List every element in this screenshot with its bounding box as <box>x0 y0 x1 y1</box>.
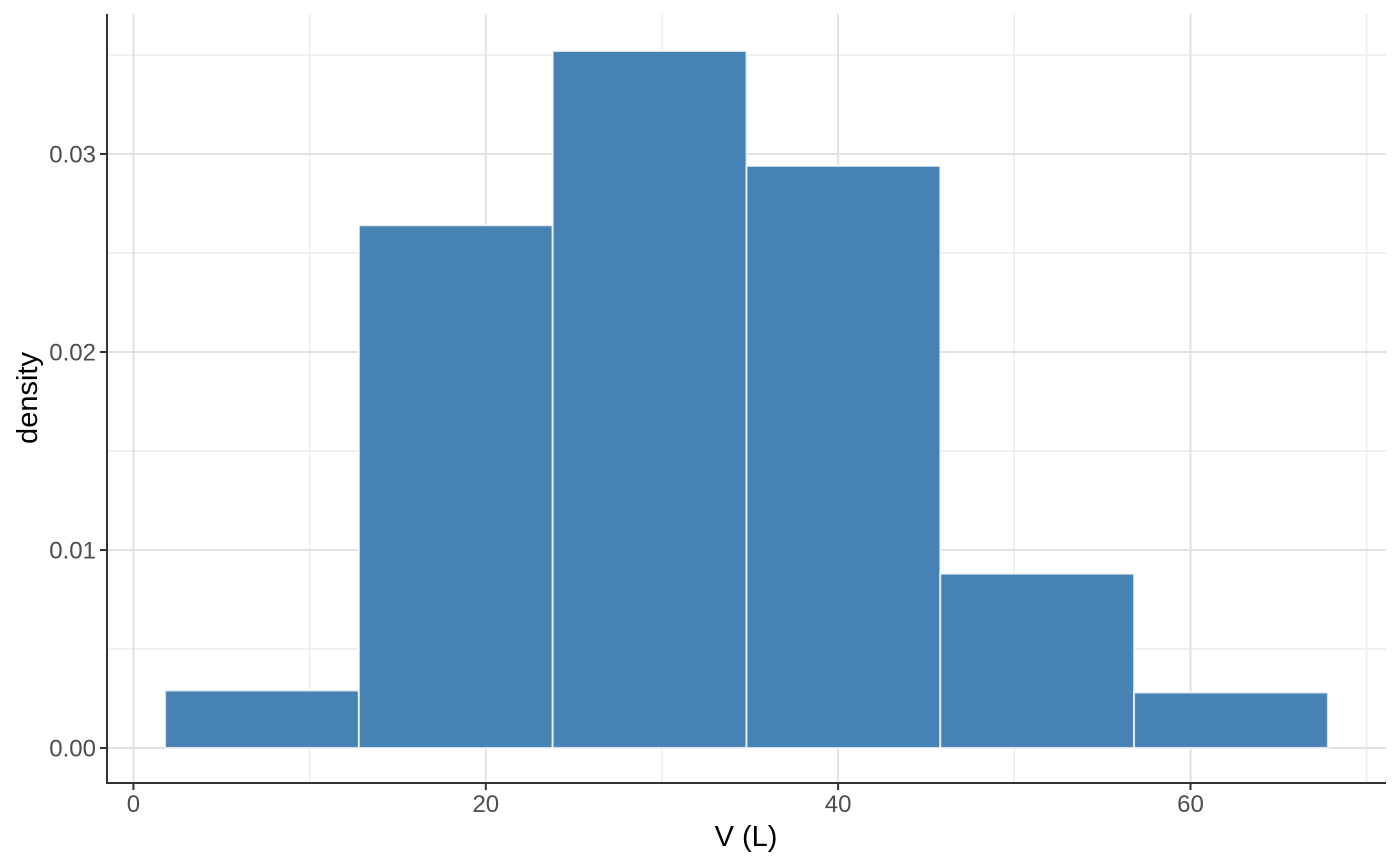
histogram-bar <box>551 50 748 749</box>
x-tick-label: 60 <box>1177 791 1204 818</box>
tick-marks <box>100 153 1192 790</box>
x-tick-label: 20 <box>472 791 499 818</box>
histogram-bar <box>939 572 1136 749</box>
histogram-bar <box>745 164 942 749</box>
histogram-bar <box>357 224 554 750</box>
histogram-bars <box>164 50 1329 750</box>
tick-labels: 0 20 40 60 0.00 0.01 0.02 0.03 <box>49 142 1204 819</box>
y-tick-label: 0.01 <box>49 538 96 565</box>
y-axis-title: density <box>12 352 44 444</box>
y-tick-label: 0.03 <box>49 142 96 169</box>
axis-lines <box>106 14 1386 784</box>
x-tick-label: 0 <box>127 791 140 818</box>
y-tick-label: 0.02 <box>49 340 96 367</box>
y-tick-label: 0.00 <box>49 736 96 763</box>
x-axis-title: V (L) <box>715 821 778 853</box>
histogram-bar <box>1133 691 1329 749</box>
histogram-bar <box>164 689 360 749</box>
x-tick-label: 40 <box>825 791 852 818</box>
